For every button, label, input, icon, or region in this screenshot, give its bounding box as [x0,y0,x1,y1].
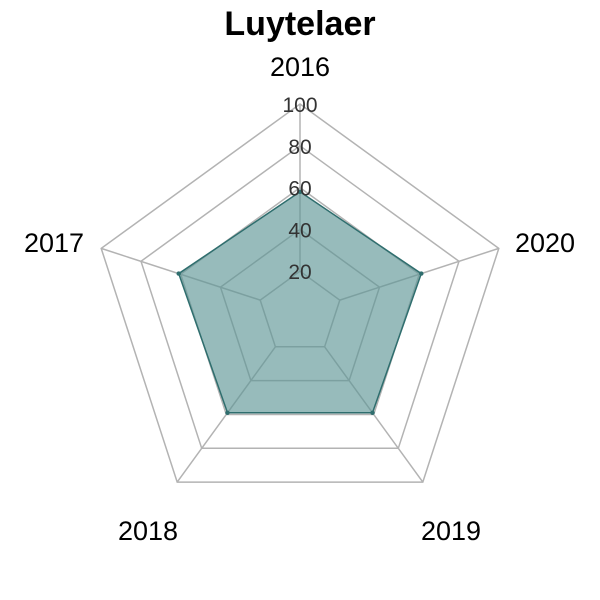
radar-series [176,189,424,415]
data-point-2019 [225,410,230,415]
data-point-2020 [176,271,181,276]
grid-ring-100 [100,103,500,483]
tick-label-60: 60 [288,178,311,201]
radar-category-labels: 2016 2017 2018 2019 2020 [24,52,575,546]
category-label-2016: 2016 [270,52,330,82]
data-point-2018 [370,410,375,415]
category-label-2017: 2017 [24,228,84,258]
grid-ring-80 [140,144,460,450]
chart-title: Luytelaer [224,5,375,43]
category-label-2020: 2020 [515,228,575,258]
tick-label-100: 100 [282,94,317,117]
data-point-2017 [419,271,424,276]
category-label-2019: 2019 [421,516,481,546]
radar-tick-labels: 20 40 60 80 100 [282,94,317,284]
tick-label-40: 40 [288,219,311,242]
series-area-0 [177,190,423,414]
data-point-2016 [297,189,303,194]
tick-label-80: 80 [288,136,311,159]
category-label-2018: 2018 [118,516,178,546]
tick-label-20: 20 [288,261,311,284]
